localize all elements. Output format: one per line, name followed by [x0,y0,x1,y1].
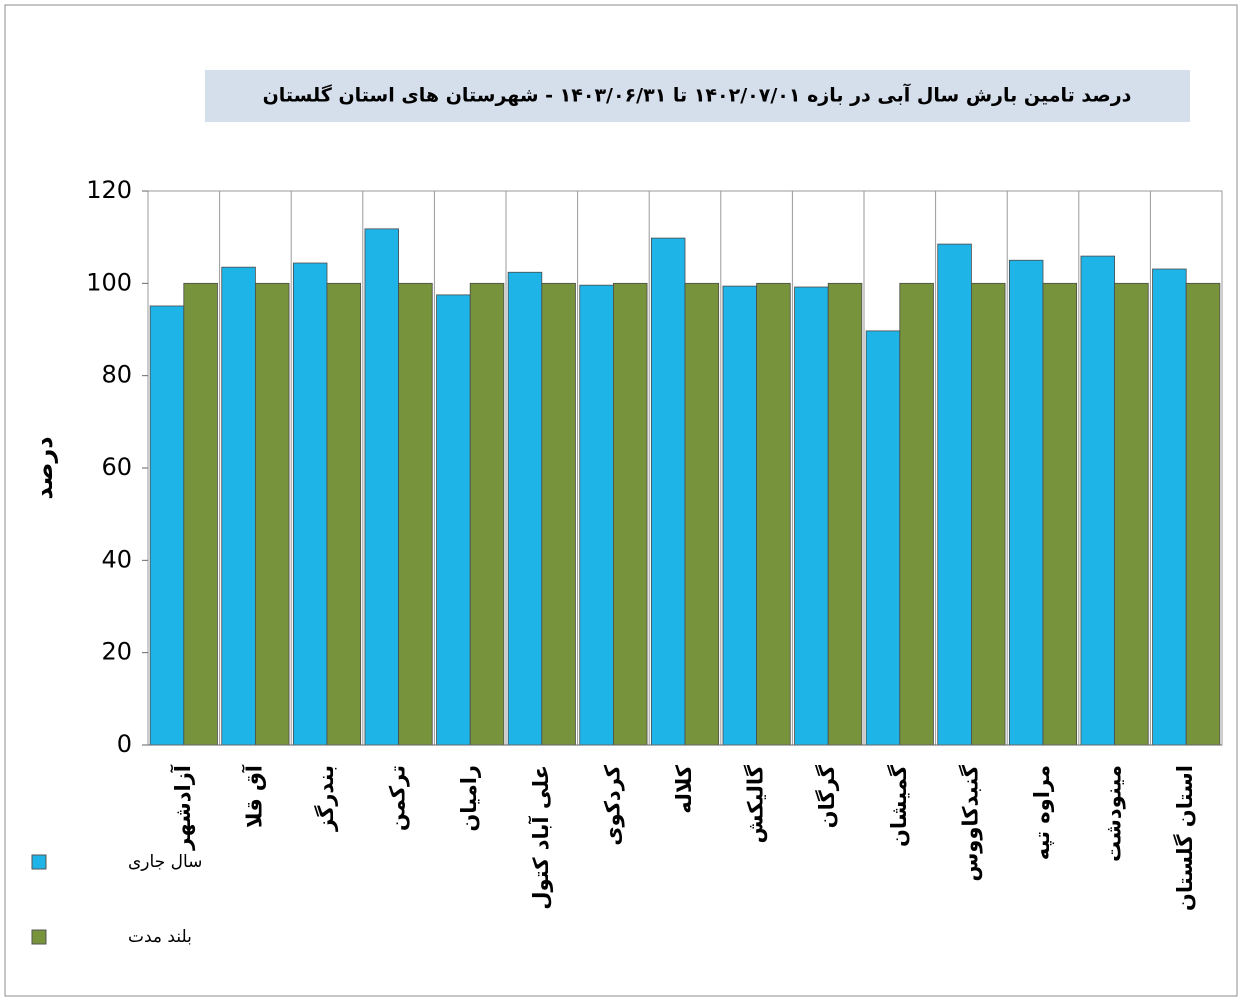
x-tick-label: کلاله [672,764,696,814]
bar [1152,268,1187,746]
bar [865,330,901,746]
x-tick-label: گالیکش [743,764,768,843]
bar [436,294,471,746]
bar [292,262,328,746]
x-tick-label: علی آباد کتول [528,765,553,910]
bar [899,282,934,746]
bar [827,282,863,746]
bar [1042,282,1078,746]
bar [1114,282,1149,746]
legend-swatch [31,854,47,870]
x-tick-label: مینودشت [1102,765,1126,862]
y-tick-label: 100 [86,268,132,296]
bar [722,285,757,746]
bar [684,282,720,746]
bar [149,305,185,746]
bar [221,266,256,746]
bar [507,271,543,746]
bar [650,237,686,746]
x-tick-label: بندرگز [313,765,338,832]
legend-swatch [31,929,47,945]
x-tick-label: آزادشهر [170,764,195,851]
bar [1008,259,1044,746]
x-tick-label: رامیان [457,765,481,832]
bar [469,282,505,746]
chart-title: درصد تامین بارش سال آبی در بازه ۱۴۰۲/۰۷/… [263,83,1132,107]
bar [613,282,648,746]
bar [183,282,218,746]
x-tick-label: استان گلستان [1172,765,1197,911]
x-tick-label: ترکمن [386,765,410,831]
bar [937,243,972,746]
y-axis-label: درصد [30,436,58,499]
bar [1185,282,1221,746]
x-tick-label: کردکوی [600,764,624,845]
bar [254,282,290,746]
bar [794,286,829,746]
bar [326,282,362,746]
x-tick-label: مراوه تپه [1030,765,1054,860]
bar [541,282,576,746]
y-tick-label: 40 [101,545,132,573]
title-box [205,70,1190,122]
bar [971,282,1006,746]
bar [364,228,399,746]
x-tick-label: گرگان [814,764,839,828]
x-tick-label: گنبدکاووس [957,764,982,881]
y-tick-label: 120 [86,176,132,204]
y-tick-label: 80 [101,361,132,389]
bar [756,282,791,746]
x-tick-label: آق قلا [241,764,266,828]
bar [398,282,433,746]
y-tick-label: 20 [101,638,132,666]
y-tick-label: 0 [117,730,132,758]
x-tick-label: گمیشان [886,764,911,847]
legend-label: سال جاری [128,852,202,872]
bar [1080,255,1115,746]
legend-label: بلند مدت [128,927,192,947]
y-tick-label: 60 [101,453,132,481]
bar [579,284,614,746]
